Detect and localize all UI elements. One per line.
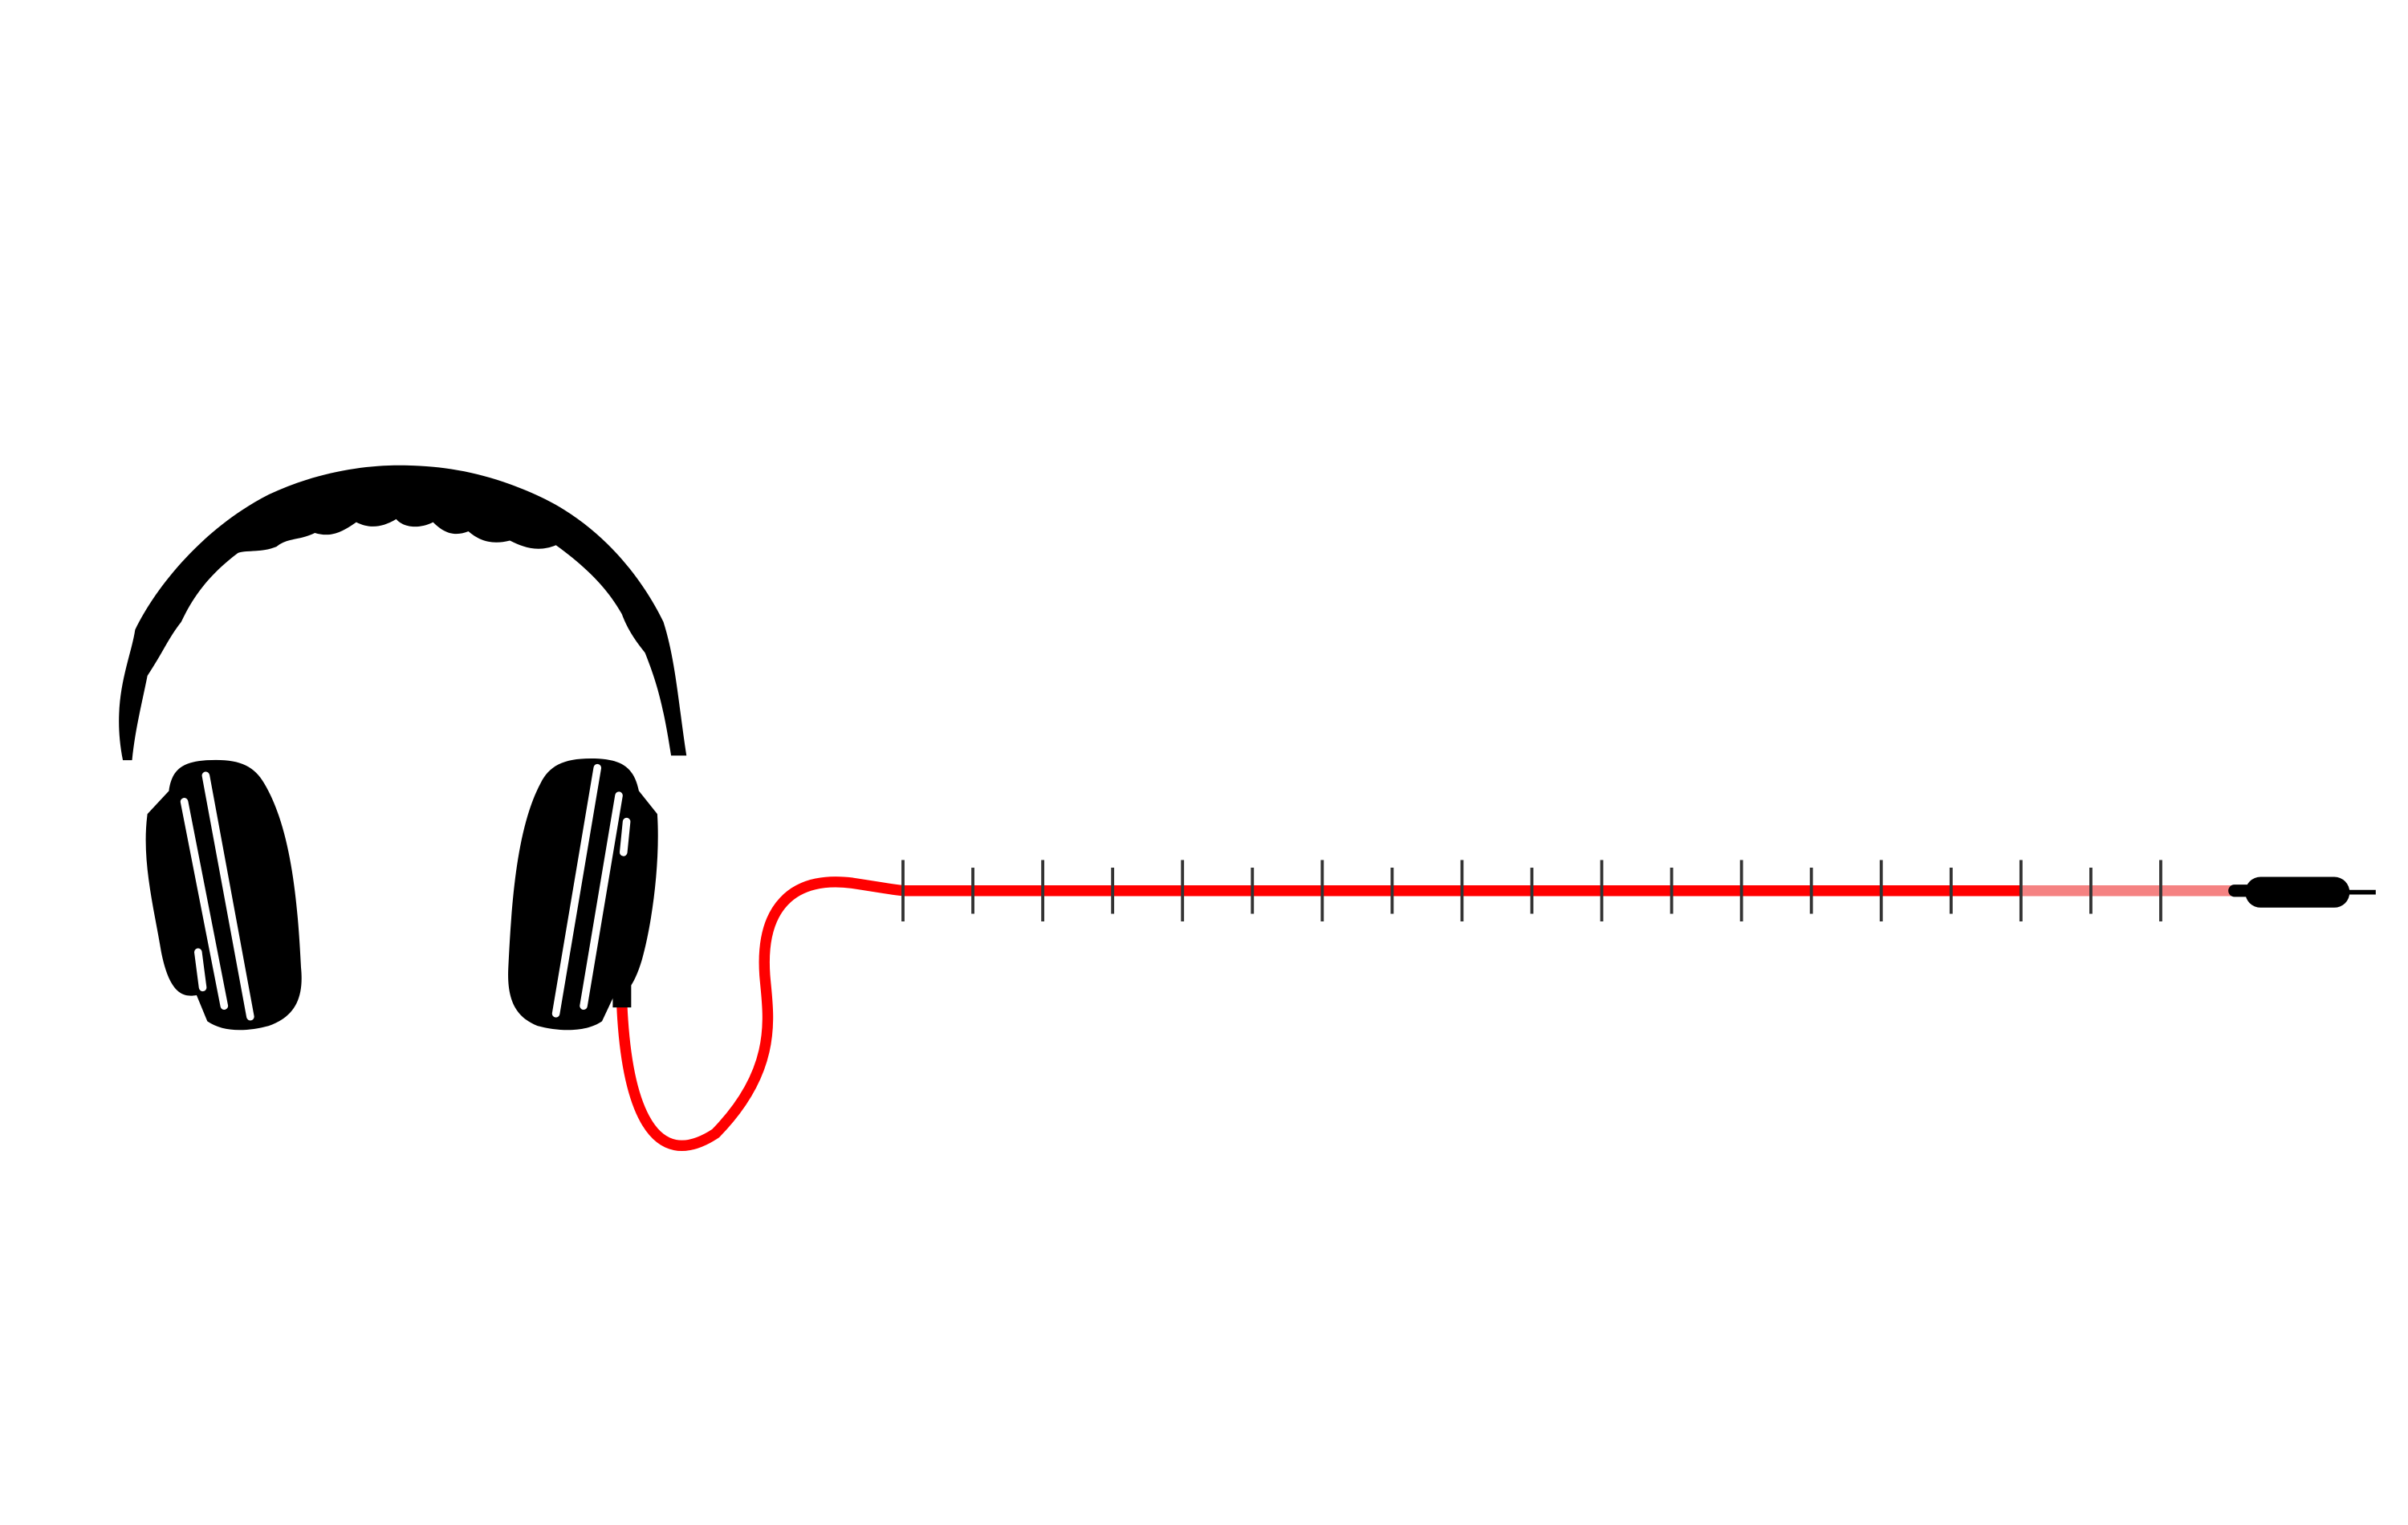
left-stripe bbox=[180, 798, 229, 1011]
headphones bbox=[119, 465, 687, 1031]
left-ear-cup bbox=[145, 759, 302, 1031]
left-stripe bbox=[194, 948, 207, 992]
cable-joint bbox=[612, 982, 632, 1008]
plug bbox=[2228, 876, 2376, 908]
cable bbox=[616, 876, 912, 1151]
left-stripe bbox=[201, 771, 254, 1021]
right-stripe bbox=[551, 763, 602, 1018]
right-stripe bbox=[580, 791, 623, 1011]
slider[interactable] bbox=[901, 860, 2235, 922]
right-ear-cup bbox=[508, 758, 658, 1031]
headband bbox=[119, 465, 687, 761]
right-stripe bbox=[620, 817, 631, 856]
